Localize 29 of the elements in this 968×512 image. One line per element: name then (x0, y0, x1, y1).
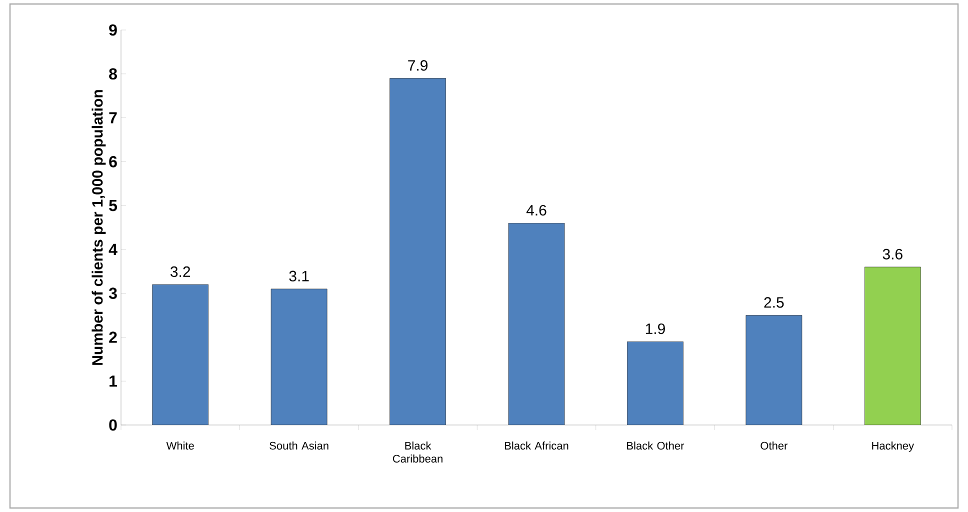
y-tick-label: 0 (109, 419, 117, 431)
bar (152, 284, 209, 425)
x-tick-label: Black Other (627, 442, 684, 450)
data-label: 3.1 (289, 270, 309, 282)
x-tick-label: South Asian (270, 442, 328, 450)
y-tick-label: 5 (109, 200, 118, 212)
y-tick-label: 8 (109, 68, 117, 80)
bar (390, 78, 446, 425)
data-label: 3.6 (882, 248, 902, 260)
bar (627, 341, 684, 425)
y-tick-label: 6 (109, 156, 117, 168)
y-tick-label: 4 (108, 244, 118, 255)
data-label: 4.6 (526, 204, 546, 216)
x-tick-label: Black Caribbean (392, 442, 442, 463)
data-label: 7.9 (408, 60, 428, 71)
x-tick-label: Hackney (872, 442, 914, 452)
y-tick-label: 2 (109, 332, 117, 343)
x-tick-label: Black African (505, 442, 568, 450)
x-tick-label: Other (760, 442, 788, 450)
y-tick-label: 7 (109, 112, 117, 124)
y-tick-label: 1 (110, 376, 118, 387)
data-label: 1.9 (646, 323, 665, 334)
bar (508, 222, 565, 425)
y-tick-label: 3 (108, 288, 117, 299)
x-tick-label: White (166, 442, 194, 450)
y-axis-title: Number of clients per 1,000 population (92, 90, 106, 365)
y-tick-label: 9 (109, 24, 117, 36)
data-label: 3.2 (170, 266, 190, 278)
data-label: 2.5 (764, 297, 784, 308)
